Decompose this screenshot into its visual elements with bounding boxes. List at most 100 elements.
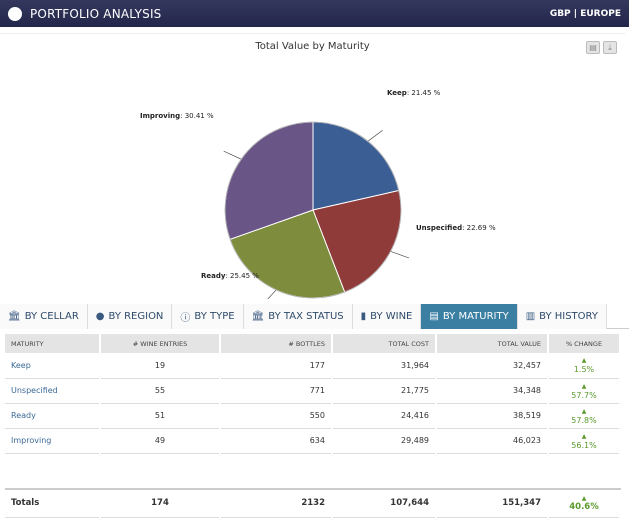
col-total-cost[interactable]: TOTAL COST [332, 334, 437, 353]
region-icon: ● [95, 311, 105, 322]
leader-line [390, 251, 410, 259]
tab-by-cellar[interactable]: 🏛 BY CELLAR [0, 304, 88, 329]
pie-outline [224, 121, 402, 299]
bottles-cell: 550 [220, 403, 333, 429]
up-arrow-icon: ▲ [581, 495, 587, 503]
tab-label: BY REGION [108, 311, 164, 322]
table-row: Improving 49 634 29,489 46,023 ▲ 56.1% [5, 428, 621, 454]
info-icon: ⓘ [180, 313, 191, 324]
spacer-cell [220, 453, 333, 490]
spacer-row [5, 453, 621, 490]
logo-icon [8, 6, 22, 21]
change-value: 57.7% [571, 390, 597, 400]
leader-line [367, 130, 383, 142]
cost-cell: 21,775 [332, 378, 437, 404]
bank-icon: 🏛 [251, 311, 265, 322]
maturity-cell[interactable]: Ready [5, 403, 101, 429]
tab-by-region[interactable]: ● BY REGION [87, 304, 173, 329]
value-cell: 38,519 [436, 403, 549, 429]
bottles-cell: 2132 [220, 489, 333, 518]
change-cell: ▲ 57.8% [548, 403, 621, 429]
tab-by-maturity[interactable]: ▤ BY MATURITY [421, 304, 518, 329]
spacer-cell [548, 453, 621, 490]
label-improving: Improving: 30.41 % [140, 112, 214, 120]
entries-cell: 51 [100, 403, 221, 429]
change-cell: ▲ 1.5% [548, 353, 621, 379]
tab-by-tax-status[interactable]: 🏛 BY TAX STATUS [243, 304, 353, 329]
col-wine-entries[interactable]: # WINE ENTRIES [100, 334, 221, 353]
maturity-table: MATURITY # WINE ENTRIES # BOTTLES TOTAL … [5, 334, 621, 518]
col-change[interactable]: % CHANGE [548, 334, 621, 353]
spacer-cell [5, 453, 101, 490]
col-total-value[interactable]: TOTAL VALUE [436, 334, 549, 353]
calendar-icon: ▤ [429, 311, 439, 322]
up-arrow-icon: ▲ [581, 382, 587, 390]
maturity-cell[interactable]: Unspecified [5, 378, 101, 404]
tab-label: BY TYPE [194, 311, 235, 322]
label-ready: Ready: 25.45 % [201, 272, 259, 280]
tab-label: BY MATURITY [442, 311, 509, 322]
entries-cell: 55 [100, 378, 221, 404]
bottles-cell: 771 [220, 378, 333, 404]
chart-title: Total Value by Maturity [255, 41, 370, 52]
change-value: 56.1% [571, 440, 597, 450]
col-bottles[interactable]: # BOTTLES [220, 334, 333, 353]
page-title: PORTFOLIO ANALYSIS [30, 6, 162, 21]
change-cell: ▲ 40.6% [548, 489, 621, 518]
value-cell: 151,347 [436, 489, 549, 518]
cost-cell: 107,644 [332, 489, 437, 518]
printer-icon[interactable]: ▤ [586, 41, 600, 54]
maturity-cell: Totals [5, 489, 101, 518]
cellar-icon: 🏛 [8, 311, 21, 322]
tab-label: BY CELLAR [24, 311, 79, 322]
table-row: Unspecified 55 771 21,775 34,348 ▲ 57.7% [5, 378, 621, 404]
value-cell: 34,348 [436, 378, 549, 404]
up-arrow-icon: ▲ [581, 407, 587, 415]
maturity-cell[interactable]: Improving [5, 428, 101, 454]
change-value: 1.5% [573, 365, 595, 375]
entries-cell: 174 [100, 489, 221, 518]
analysis-tabs: 🏛 BY CELLAR ● BY REGION ⓘ BY TYPE 🏛 BY TAX S… [0, 304, 629, 329]
spacer-cell [100, 453, 221, 490]
up-arrow-icon: ▲ [581, 432, 587, 440]
bottle-icon: ▮ [360, 311, 367, 322]
book-icon: ▥ [525, 311, 536, 322]
spacer-cell [332, 453, 437, 490]
cost-cell: 31,964 [332, 353, 437, 379]
maturity-pie-chart: Total Value by Maturity ▤ ⤓ Keep: 21.45 … [0, 33, 625, 299]
change-value: 40.6% [569, 502, 599, 513]
tab-label: BY WINE [370, 311, 413, 322]
tab-label: BY TAX STATUS [268, 311, 344, 322]
spacer-cell [436, 453, 549, 490]
label-unspecified: Unspecified: 22.69 % [416, 224, 496, 232]
bottles-cell: 634 [220, 428, 333, 454]
change-value: 57.8% [571, 415, 597, 425]
change-cell: ▲ 57.7% [548, 378, 621, 404]
label-keep: Keep: 21.45 % [387, 89, 441, 97]
cost-cell: 29,489 [332, 428, 437, 454]
download-icon[interactable]: ⤓ [603, 41, 617, 54]
col-maturity[interactable]: MATURITY [5, 334, 101, 353]
tab-by-history[interactable]: ▥ BY HISTORY [517, 304, 607, 329]
table-header: MATURITY # WINE ENTRIES # BOTTLES TOTAL … [5, 334, 621, 353]
change-cell: ▲ 56.1% [548, 428, 621, 454]
pie-svg [223, 121, 410, 299]
leader-line [223, 150, 242, 160]
table-row: Ready 51 550 24,416 38,519 ▲ 57.8% [5, 403, 621, 429]
cost-cell: 24,416 [332, 403, 437, 429]
tab-by-wine[interactable]: ▮ BY WINE [352, 304, 422, 329]
tab-by-type[interactable]: ⓘ BY TYPE [172, 304, 244, 329]
leader-line [267, 289, 277, 299]
currency-region[interactable]: GBP | EUROPE [549, 8, 621, 19]
entries-cell: 49 [100, 428, 221, 454]
value-cell: 46,023 [436, 428, 549, 454]
table-row: Keep 19 177 31,964 32,457 ▲ 1.5% [5, 353, 621, 379]
totals-row: Totals 174 2132 107,644 151,347 ▲ 40.6% [5, 489, 621, 518]
maturity-cell[interactable]: Keep [5, 353, 101, 379]
value-cell: 32,457 [436, 353, 549, 379]
bottles-cell: 177 [220, 353, 333, 379]
app-header: PORTFOLIO ANALYSIS GBP | EUROPE [0, 0, 629, 27]
up-arrow-icon: ▲ [581, 357, 587, 365]
tab-label: BY HISTORY [539, 311, 598, 322]
entries-cell: 19 [100, 353, 221, 379]
